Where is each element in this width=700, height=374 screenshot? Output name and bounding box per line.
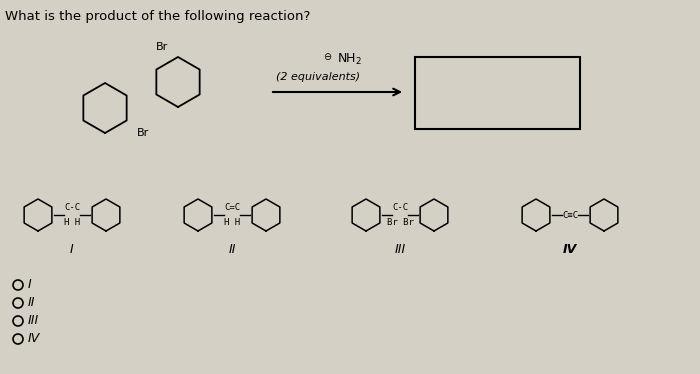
Text: III: III <box>28 315 39 328</box>
Text: (2 equivalents): (2 equivalents) <box>276 72 360 82</box>
Text: C-C: C-C <box>64 203 80 212</box>
Text: C≡C: C≡C <box>562 211 578 220</box>
Text: III: III <box>394 243 405 256</box>
Text: NH$_2$: NH$_2$ <box>337 52 362 67</box>
Text: I: I <box>28 279 32 291</box>
Text: Br: Br <box>156 42 168 52</box>
Text: II: II <box>228 243 236 256</box>
Text: IV: IV <box>28 332 41 346</box>
Text: $\ominus$: $\ominus$ <box>323 51 332 62</box>
Bar <box>415 57 580 129</box>
Text: II: II <box>28 297 36 310</box>
Text: C=C: C=C <box>224 203 240 212</box>
Text: H H: H H <box>64 218 80 227</box>
Text: What is the product of the following reaction?: What is the product of the following rea… <box>5 10 310 23</box>
Text: Br: Br <box>137 128 149 138</box>
Text: C-C: C-C <box>392 203 408 212</box>
Text: IV: IV <box>563 243 577 256</box>
Text: Br Br: Br Br <box>386 218 414 227</box>
Text: H H: H H <box>224 218 240 227</box>
Text: I: I <box>70 243 74 256</box>
